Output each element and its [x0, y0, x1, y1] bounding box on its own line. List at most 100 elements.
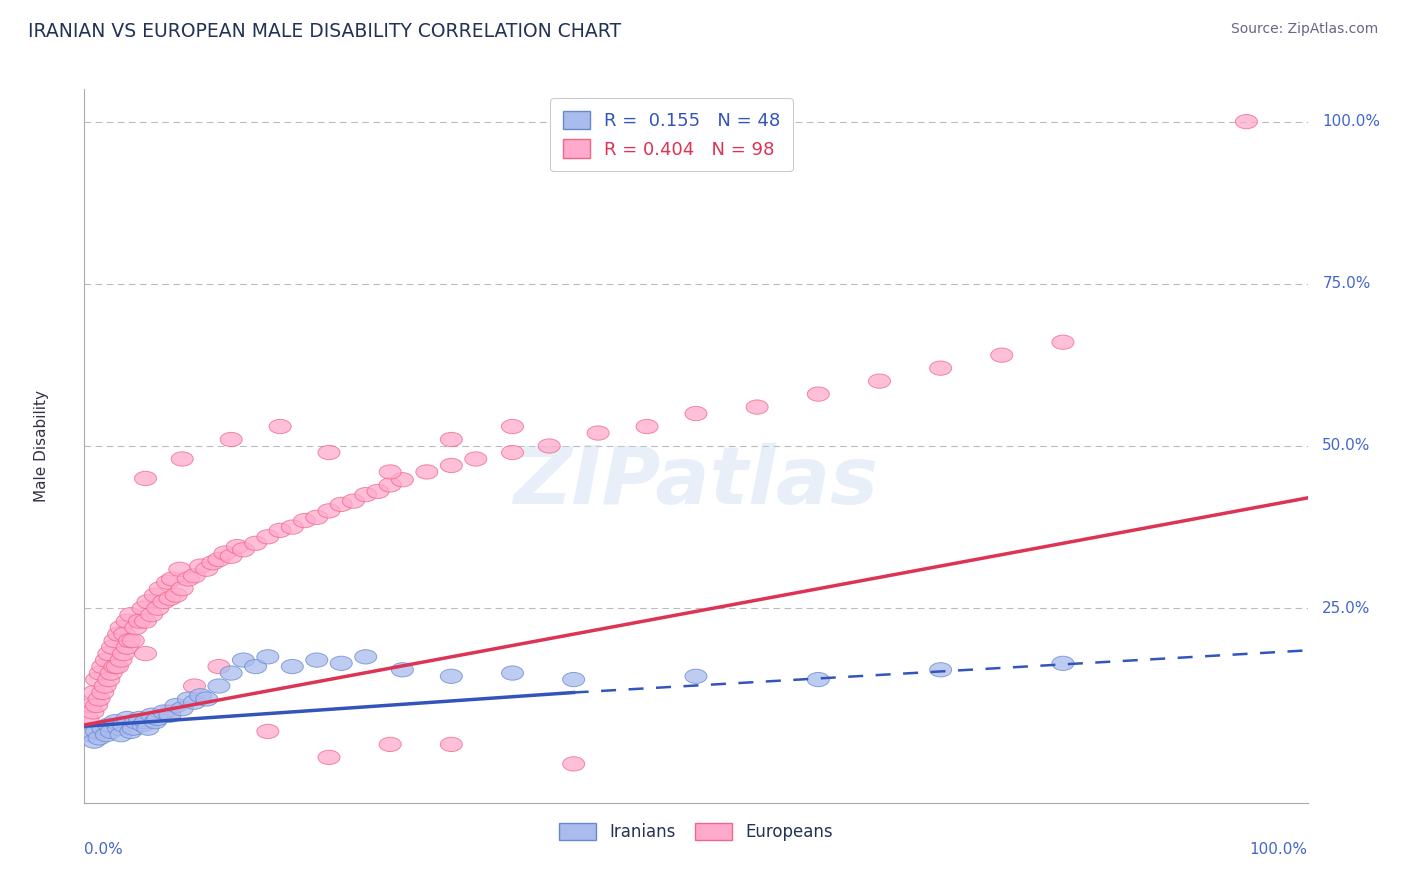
Ellipse shape — [136, 721, 159, 735]
Ellipse shape — [354, 649, 377, 664]
Ellipse shape — [91, 659, 114, 673]
Ellipse shape — [208, 679, 231, 693]
Ellipse shape — [221, 549, 242, 564]
Ellipse shape — [117, 711, 138, 725]
Ellipse shape — [112, 647, 135, 661]
Ellipse shape — [562, 673, 585, 687]
Ellipse shape — [588, 425, 609, 440]
Ellipse shape — [153, 595, 174, 609]
Ellipse shape — [391, 663, 413, 677]
Ellipse shape — [1236, 114, 1257, 128]
Ellipse shape — [177, 572, 200, 586]
Ellipse shape — [416, 465, 437, 479]
Ellipse shape — [86, 724, 108, 739]
Ellipse shape — [440, 433, 463, 447]
Ellipse shape — [1052, 657, 1074, 671]
Ellipse shape — [135, 714, 156, 729]
Text: 100.0%: 100.0% — [1322, 114, 1381, 129]
Ellipse shape — [343, 494, 364, 508]
Ellipse shape — [135, 647, 156, 661]
Ellipse shape — [86, 673, 108, 687]
Ellipse shape — [149, 582, 172, 596]
Ellipse shape — [318, 750, 340, 764]
Ellipse shape — [929, 663, 952, 677]
Ellipse shape — [122, 633, 145, 648]
Ellipse shape — [141, 708, 163, 723]
Ellipse shape — [318, 504, 340, 518]
Ellipse shape — [135, 614, 156, 628]
Ellipse shape — [502, 419, 523, 434]
Ellipse shape — [96, 728, 117, 742]
Ellipse shape — [172, 702, 193, 716]
Ellipse shape — [380, 478, 401, 492]
Ellipse shape — [391, 473, 413, 487]
Ellipse shape — [125, 621, 146, 635]
Text: 25.0%: 25.0% — [1322, 600, 1371, 615]
Ellipse shape — [136, 595, 159, 609]
Ellipse shape — [83, 734, 105, 748]
Ellipse shape — [89, 666, 111, 681]
Ellipse shape — [281, 520, 304, 534]
Ellipse shape — [269, 419, 291, 434]
Ellipse shape — [354, 488, 377, 502]
Ellipse shape — [208, 552, 231, 566]
Ellipse shape — [86, 698, 108, 713]
Ellipse shape — [208, 659, 231, 673]
Text: Source: ZipAtlas.com: Source: ZipAtlas.com — [1230, 22, 1378, 37]
Ellipse shape — [83, 685, 105, 699]
Ellipse shape — [107, 659, 128, 673]
Ellipse shape — [132, 718, 155, 732]
Ellipse shape — [101, 640, 124, 654]
Ellipse shape — [190, 689, 211, 703]
Ellipse shape — [685, 407, 707, 421]
Ellipse shape — [110, 728, 132, 742]
Ellipse shape — [169, 562, 191, 576]
Ellipse shape — [104, 714, 127, 729]
Ellipse shape — [159, 705, 181, 719]
Ellipse shape — [257, 724, 278, 739]
Ellipse shape — [380, 465, 401, 479]
Text: IRANIAN VS EUROPEAN MALE DISABILITY CORRELATION CHART: IRANIAN VS EUROPEAN MALE DISABILITY CORR… — [28, 22, 621, 41]
Ellipse shape — [172, 582, 193, 596]
Ellipse shape — [465, 452, 486, 467]
Ellipse shape — [100, 666, 122, 681]
Ellipse shape — [110, 621, 132, 635]
Ellipse shape — [146, 601, 169, 615]
Ellipse shape — [232, 653, 254, 667]
Ellipse shape — [183, 695, 205, 709]
Ellipse shape — [98, 647, 120, 661]
Ellipse shape — [440, 669, 463, 683]
Ellipse shape — [100, 724, 122, 739]
Ellipse shape — [125, 714, 146, 729]
Ellipse shape — [190, 559, 211, 574]
Ellipse shape — [120, 724, 142, 739]
Ellipse shape — [145, 714, 166, 729]
Ellipse shape — [380, 738, 401, 752]
Ellipse shape — [305, 653, 328, 667]
Ellipse shape — [108, 721, 129, 735]
Ellipse shape — [221, 433, 242, 447]
Ellipse shape — [195, 692, 218, 706]
Ellipse shape — [183, 679, 205, 693]
Ellipse shape — [108, 627, 129, 641]
Ellipse shape — [117, 614, 138, 628]
Ellipse shape — [77, 711, 98, 725]
Ellipse shape — [257, 649, 278, 664]
Ellipse shape — [172, 452, 193, 467]
Ellipse shape — [98, 673, 120, 687]
Ellipse shape — [330, 497, 353, 511]
Ellipse shape — [165, 588, 187, 602]
Ellipse shape — [165, 698, 187, 713]
Ellipse shape — [132, 601, 155, 615]
Ellipse shape — [502, 445, 523, 459]
Ellipse shape — [269, 524, 291, 538]
Ellipse shape — [367, 484, 389, 499]
Ellipse shape — [89, 731, 110, 745]
Ellipse shape — [807, 673, 830, 687]
Ellipse shape — [120, 607, 142, 622]
Ellipse shape — [440, 458, 463, 473]
Ellipse shape — [141, 607, 163, 622]
Ellipse shape — [281, 659, 304, 673]
Ellipse shape — [117, 640, 138, 654]
Ellipse shape — [145, 588, 166, 602]
